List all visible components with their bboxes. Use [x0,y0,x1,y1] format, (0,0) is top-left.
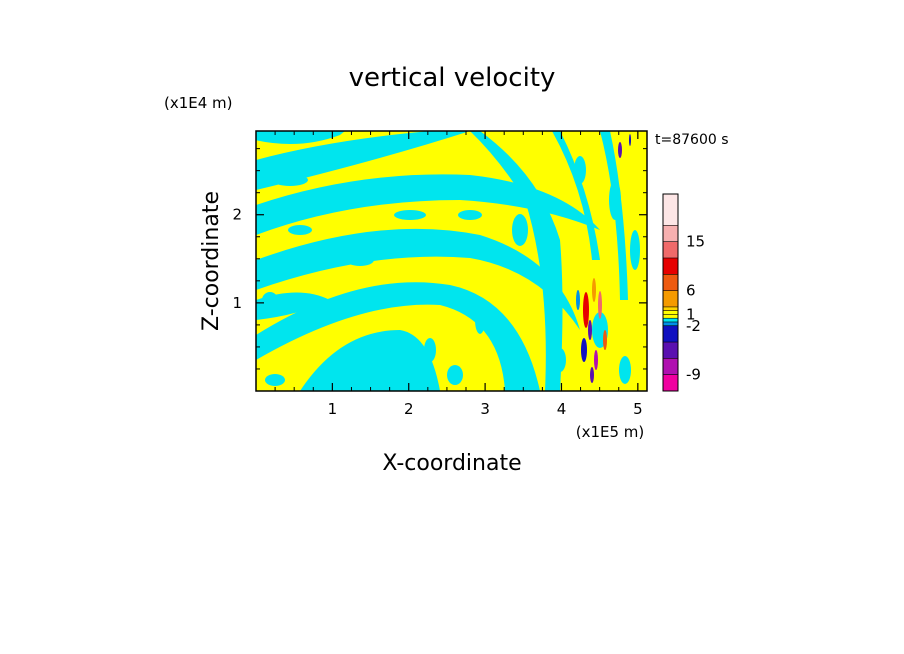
negative-cell [265,374,285,386]
strong-cell [588,320,592,340]
strong-cell [598,291,602,319]
colorbar-segment [663,274,678,291]
negative-region [256,131,470,190]
y-axis: 12 [232,148,647,370]
strong-cell [583,292,589,328]
colorbar-tick-label: 15 [686,233,705,251]
negative-cell [316,145,344,155]
negative-cell [609,180,621,220]
strong-cell [592,278,596,302]
x-tick-label: 5 [633,400,643,418]
colorbar-frame [662,193,679,392]
negative-cell [360,185,400,195]
strong-cell [581,338,587,362]
negative-region [256,228,580,330]
negative-cell [630,230,640,270]
negative-region [300,330,440,391]
y-unit-label: (x1E4 m) [164,94,233,112]
plot-frame [255,130,648,392]
colorbar-tick-label: -9 [686,366,701,384]
colorbar-segment [663,194,678,226]
x-axis-label: X-coordinate [382,451,521,476]
colorbar-tick-label: 1 [686,305,696,323]
strong-cell [576,290,580,310]
chart-title: vertical velocity [349,63,556,93]
negative-cell [554,348,566,372]
colorbar-segment [663,306,678,311]
strong-cell [618,142,622,158]
negative-region [256,174,600,235]
negative-cell [458,210,482,220]
negative-cell [447,365,463,385]
negative-region [600,131,628,300]
x-tick-label: 4 [557,400,567,418]
negative-cell [410,245,430,255]
negative-region [256,131,345,144]
negative-cell [574,156,586,184]
y-axis-label: Z-coordinate [199,191,224,331]
colorbar-segment [663,225,678,242]
strong-cell [590,367,594,383]
negative-region [552,131,600,260]
negative-cell [337,360,353,380]
negative-cell [475,306,485,334]
colorbar-segment [663,257,678,275]
x-tick-label: 3 [480,400,490,418]
y-tick-label: 1 [232,294,242,312]
colorbar: 15 6 1-2 -9 [662,193,705,392]
x-unit-label: (x1E5 m) [576,423,645,441]
negative-cell [378,346,392,374]
negative-cell [262,292,278,308]
negative-cell [512,214,528,246]
negative-cell [272,174,308,186]
colorbar-segment [663,374,678,391]
colorbar-segment [663,321,678,326]
negative-region [470,131,563,391]
strong-cell [603,330,607,350]
x-axis: 1 2 3 4 5 [274,131,643,418]
negative-region [256,282,540,391]
negative-cell [424,338,436,362]
colorbar-segment [663,358,678,375]
velocity-field [256,131,647,391]
colorbar-segment [663,314,678,319]
colorbar-segment [663,310,678,315]
time-label: t=87600 s [655,132,729,148]
colorbar-segment [663,325,678,343]
colorbar-segment [663,342,678,359]
negative-cell [288,225,312,235]
x-tick-label: 1 [328,400,338,418]
colorbar-tick-label: 6 [686,282,696,300]
y-tick-label: 2 [232,206,242,224]
strong-cell [629,134,631,146]
negative-cell [346,254,374,266]
negative-cell [394,210,426,220]
colorbar-tick-label: -2 [686,317,701,335]
negative-cell [619,356,631,384]
colorbar-segment [663,290,678,307]
x-tick-label: 2 [404,400,414,418]
colorbar-segment [663,318,678,322]
strong-cell [594,350,598,370]
colorbar-segment [663,241,678,258]
